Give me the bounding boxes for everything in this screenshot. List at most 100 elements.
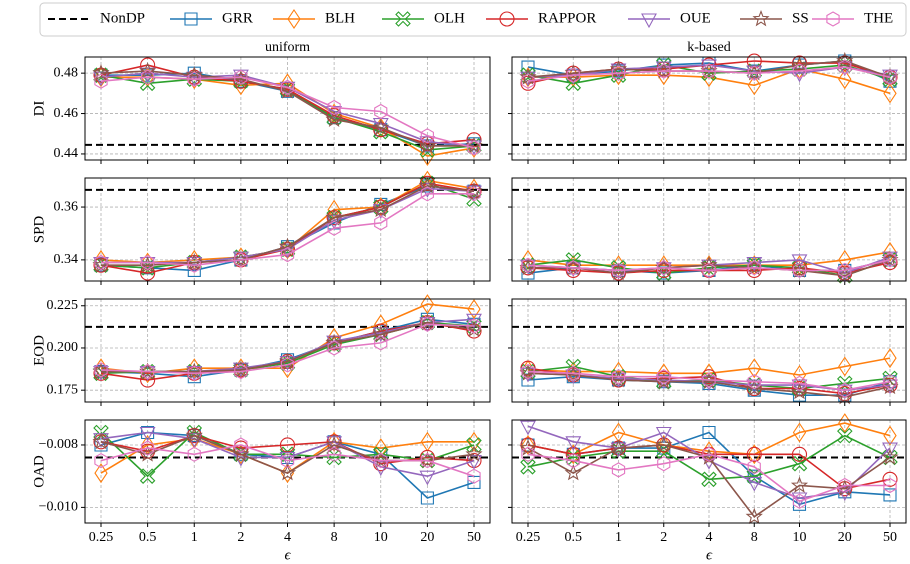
x-tick-label: 8 xyxy=(751,530,758,545)
marker xyxy=(792,422,807,443)
marker xyxy=(702,262,716,279)
marker xyxy=(702,63,716,79)
x-axis-label: ϵ xyxy=(284,547,291,563)
series-line xyxy=(100,444,475,477)
marker xyxy=(747,374,761,390)
marker xyxy=(836,266,854,284)
marker xyxy=(792,63,807,79)
marker xyxy=(838,356,852,377)
marker xyxy=(372,461,389,476)
marker xyxy=(420,186,434,202)
marker xyxy=(372,451,390,468)
x-tick-label: 0.5 xyxy=(565,530,583,545)
marker xyxy=(141,425,155,440)
x-tick-label: 20 xyxy=(420,530,434,545)
legend-marker xyxy=(287,9,301,29)
marker xyxy=(327,340,341,356)
marker xyxy=(747,459,761,475)
marker xyxy=(747,358,761,379)
panel: 0.34 0.36 SPD xyxy=(31,170,491,285)
legend-marker xyxy=(499,11,515,27)
marker xyxy=(611,65,626,81)
marker xyxy=(838,69,852,90)
marker xyxy=(836,51,854,69)
marker xyxy=(93,67,109,83)
x-tick-label: 8 xyxy=(331,530,338,545)
marker xyxy=(325,435,343,453)
marker xyxy=(232,250,250,268)
marker xyxy=(747,65,761,81)
marker xyxy=(655,258,673,276)
marker xyxy=(520,75,536,91)
marker xyxy=(655,62,673,79)
marker xyxy=(565,252,582,268)
marker xyxy=(280,452,295,469)
series-line xyxy=(527,372,891,398)
marker xyxy=(420,316,434,332)
x-tick-label: 0.25 xyxy=(89,530,114,545)
marker xyxy=(702,372,716,388)
marker xyxy=(657,260,671,276)
marker xyxy=(327,199,341,220)
marker xyxy=(519,364,537,381)
marker xyxy=(883,348,897,369)
marker xyxy=(140,57,156,73)
y-tick-label: 0.44 xyxy=(54,146,79,161)
y-axis-label: DI xyxy=(31,101,47,117)
marker xyxy=(187,446,201,462)
marker xyxy=(520,437,536,453)
marker xyxy=(94,463,108,484)
panel-title: uniform xyxy=(265,40,310,55)
marker xyxy=(94,73,108,89)
marker xyxy=(655,372,673,390)
marker xyxy=(747,260,761,276)
marker xyxy=(420,491,434,505)
marker xyxy=(701,471,717,488)
marker xyxy=(566,67,580,83)
marker xyxy=(882,471,898,487)
series-line xyxy=(527,66,891,82)
series-line xyxy=(527,434,891,481)
y-axis-label: EOD xyxy=(31,335,47,366)
y-tick-label: 0.48 xyxy=(54,65,79,80)
axes-frame xyxy=(84,56,491,161)
marker xyxy=(465,445,483,462)
marker xyxy=(92,64,110,81)
x-tick-label: 2 xyxy=(660,530,667,545)
marker xyxy=(881,68,899,85)
x-tick-label: 1 xyxy=(615,530,622,545)
series-line xyxy=(101,185,475,267)
marker xyxy=(566,260,580,276)
marker xyxy=(185,426,203,443)
marker xyxy=(790,56,809,73)
marker xyxy=(140,265,156,281)
series-line xyxy=(527,259,891,272)
marker xyxy=(280,246,295,263)
marker xyxy=(187,257,201,273)
marker xyxy=(791,254,808,270)
marker xyxy=(657,63,671,79)
marker xyxy=(418,176,436,194)
marker xyxy=(838,262,852,279)
marker xyxy=(232,445,250,462)
marker xyxy=(521,73,535,89)
marker xyxy=(838,59,852,75)
x-tick-label: 50 xyxy=(467,530,481,545)
marker xyxy=(565,262,581,278)
axes-frame xyxy=(84,419,491,524)
marker xyxy=(655,435,673,453)
marker xyxy=(280,357,295,373)
marker xyxy=(883,477,897,494)
marker xyxy=(374,452,388,469)
marker xyxy=(746,262,762,278)
marker xyxy=(234,69,248,85)
marker xyxy=(325,333,343,351)
legend-marker xyxy=(184,12,198,26)
marker xyxy=(466,191,482,207)
marker xyxy=(838,382,852,398)
marker xyxy=(372,118,390,136)
marker xyxy=(278,464,297,481)
marker xyxy=(234,437,248,453)
legend-marker xyxy=(826,11,840,27)
